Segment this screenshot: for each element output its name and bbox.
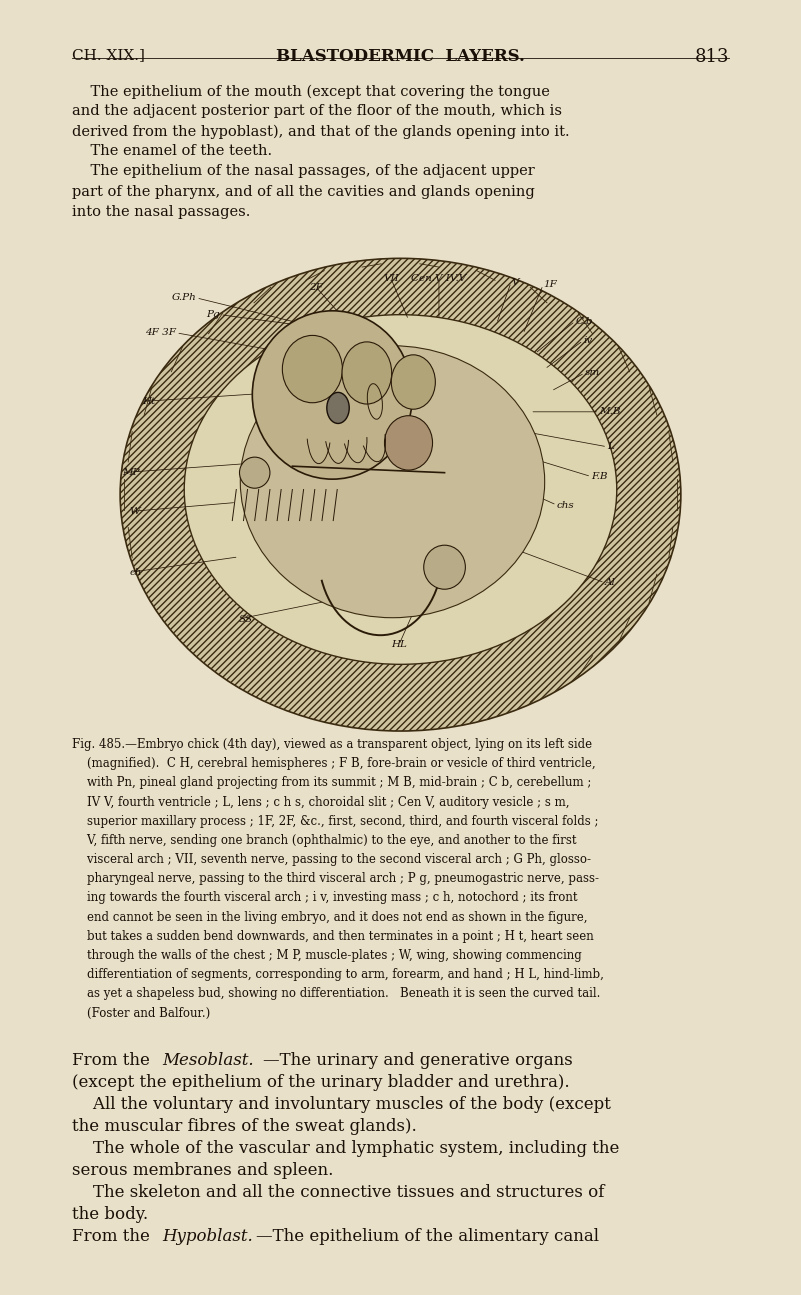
Text: through the walls of the chest ; M P, muscle-plates ; W, wing, showing commencin: through the walls of the chest ; M P, mu… (72, 949, 582, 962)
Text: (except the epithelium of the urinary bladder and urethra).: (except the epithelium of the urinary bl… (72, 1074, 570, 1090)
Ellipse shape (327, 392, 349, 423)
Text: as yet a shapeless bud, showing no differentiation.   Beneath it is seen the cur: as yet a shapeless bud, showing no diffe… (72, 987, 601, 1000)
Text: sm: sm (585, 369, 600, 377)
Text: The skeleton and all the connective tissues and structures of: The skeleton and all the connective tiss… (72, 1184, 605, 1200)
Text: ing towards the fourth visceral arch ; i v, investing mass ; c h, notochord ; it: ing towards the fourth visceral arch ; i… (72, 891, 578, 904)
Text: MP: MP (122, 469, 139, 477)
Text: serous membranes and spleen.: serous membranes and spleen. (72, 1162, 333, 1178)
Text: and the adjacent posterior part of the floor of the mouth, which is: and the adjacent posterior part of the f… (72, 105, 562, 118)
Text: VII: VII (383, 275, 399, 282)
Text: SS: SS (239, 615, 253, 623)
Text: the body.: the body. (72, 1206, 148, 1222)
Text: W: W (130, 508, 140, 515)
Text: F.B: F.B (591, 473, 608, 480)
Text: M.B: M.B (599, 408, 621, 416)
Text: (Foster and Balfour.): (Foster and Balfour.) (72, 1006, 211, 1019)
Text: 4F 3F: 4F 3F (145, 329, 176, 337)
Text: ch: ch (130, 569, 142, 576)
Text: but takes a sudden bend downwards, and then terminates in a point ; H t, heart s: but takes a sudden bend downwards, and t… (72, 930, 594, 943)
Ellipse shape (240, 346, 545, 618)
Text: Hypoblast.: Hypoblast. (162, 1228, 252, 1244)
Text: differentiation of segments, corresponding to arm, forearm, and hand ; H L, hind: differentiation of segments, correspondi… (72, 969, 604, 982)
Text: From the: From the (72, 1228, 155, 1244)
Text: with Pn, pineal gland projecting from its summit ; M B, mid-brain ; C b, cerebel: with Pn, pineal gland projecting from it… (72, 777, 591, 790)
Text: The whole of the vascular and lymphatic system, including the: The whole of the vascular and lymphatic … (72, 1140, 619, 1156)
Text: G.Ph: G.Ph (171, 294, 196, 302)
Ellipse shape (252, 311, 413, 479)
Text: 1F: 1F (543, 281, 557, 289)
Text: —The epithelium of the alimentary canal: —The epithelium of the alimentary canal (256, 1228, 599, 1244)
Text: C.b: C.b (575, 317, 593, 325)
Text: HL: HL (391, 641, 407, 649)
Text: The epithelium of the mouth (except that covering the tongue: The epithelium of the mouth (except that… (72, 84, 550, 98)
Ellipse shape (282, 335, 343, 403)
Text: The enamel of the teeth.: The enamel of the teeth. (72, 144, 272, 158)
Text: into the nasal passages.: into the nasal passages. (72, 205, 251, 219)
Text: The epithelium of the nasal passages, of the adjacent upper: The epithelium of the nasal passages, of… (72, 164, 535, 179)
Text: Pn: Pn (511, 524, 525, 532)
Text: Al: Al (605, 579, 616, 587)
Text: end cannot be seen in the living embryo, and it does not end as shown in the fig: end cannot be seen in the living embryo,… (72, 910, 588, 923)
Text: superior maxillary process ; 1F, 2F, &c., first, second, third, and fourth visce: superior maxillary process ; 1F, 2F, &c.… (72, 815, 598, 828)
Text: Ht: Ht (143, 398, 155, 405)
Text: (magnified).  C H, cerebral hemispheres ; F B, fore-brain or vesicle of third ve: (magnified). C H, cerebral hemispheres ;… (72, 758, 596, 771)
Text: —The urinary and generative organs: —The urinary and generative organs (263, 1052, 573, 1068)
Text: derived from the hypoblast), and that of the glands opening into it.: derived from the hypoblast), and that of… (72, 124, 570, 139)
Text: the muscular fibres of the sweat glands).: the muscular fibres of the sweat glands)… (72, 1118, 417, 1134)
Ellipse shape (239, 457, 270, 488)
Text: chs: chs (557, 501, 574, 509)
Text: pharyngeal nerve, passing to the third visceral arch ; P g, pneumogastric nerve,: pharyngeal nerve, passing to the third v… (72, 873, 599, 886)
Ellipse shape (392, 355, 436, 409)
Ellipse shape (342, 342, 392, 404)
Text: Cen.V IV.V: Cen.V IV.V (412, 275, 466, 282)
Ellipse shape (184, 315, 617, 664)
Ellipse shape (384, 416, 433, 470)
Text: 2F: 2F (309, 284, 324, 291)
Text: V, fifth nerve, sending one branch (ophthalmic) to the eye, and another to the f: V, fifth nerve, sending one branch (opht… (72, 834, 577, 847)
Text: Mesoblast.: Mesoblast. (162, 1052, 253, 1068)
Text: IV V, fourth ventricle ; L, lens ; c h s, choroidal slit ; Cen V, auditory vesic: IV V, fourth ventricle ; L, lens ; c h s… (72, 795, 570, 808)
Text: All the voluntary and involuntary muscles of the body (except: All the voluntary and involuntary muscle… (72, 1096, 611, 1112)
Text: From the: From the (72, 1052, 155, 1068)
Text: V: V (511, 278, 518, 286)
Ellipse shape (120, 259, 681, 732)
Text: 813: 813 (694, 48, 729, 66)
Text: Fig. 485.—Embryo chick (4th day), viewed as a transparent object, lying on its l: Fig. 485.—Embryo chick (4th day), viewed… (72, 738, 592, 751)
Text: Pg: Pg (207, 311, 220, 319)
Text: L: L (607, 443, 614, 451)
Text: CH: CH (455, 546, 472, 554)
Text: part of the pharynx, and of all the cavities and glands opening: part of the pharynx, and of all the cavi… (72, 184, 535, 198)
Ellipse shape (424, 545, 465, 589)
Text: BLASTODERMIC  LAYERS.: BLASTODERMIC LAYERS. (276, 48, 525, 65)
Text: iv: iv (583, 337, 593, 344)
Text: visceral arch ; VII, seventh nerve, passing to the second visceral arch ; G Ph, : visceral arch ; VII, seventh nerve, pass… (72, 853, 591, 866)
Text: CH. XIX.]: CH. XIX.] (72, 48, 145, 62)
